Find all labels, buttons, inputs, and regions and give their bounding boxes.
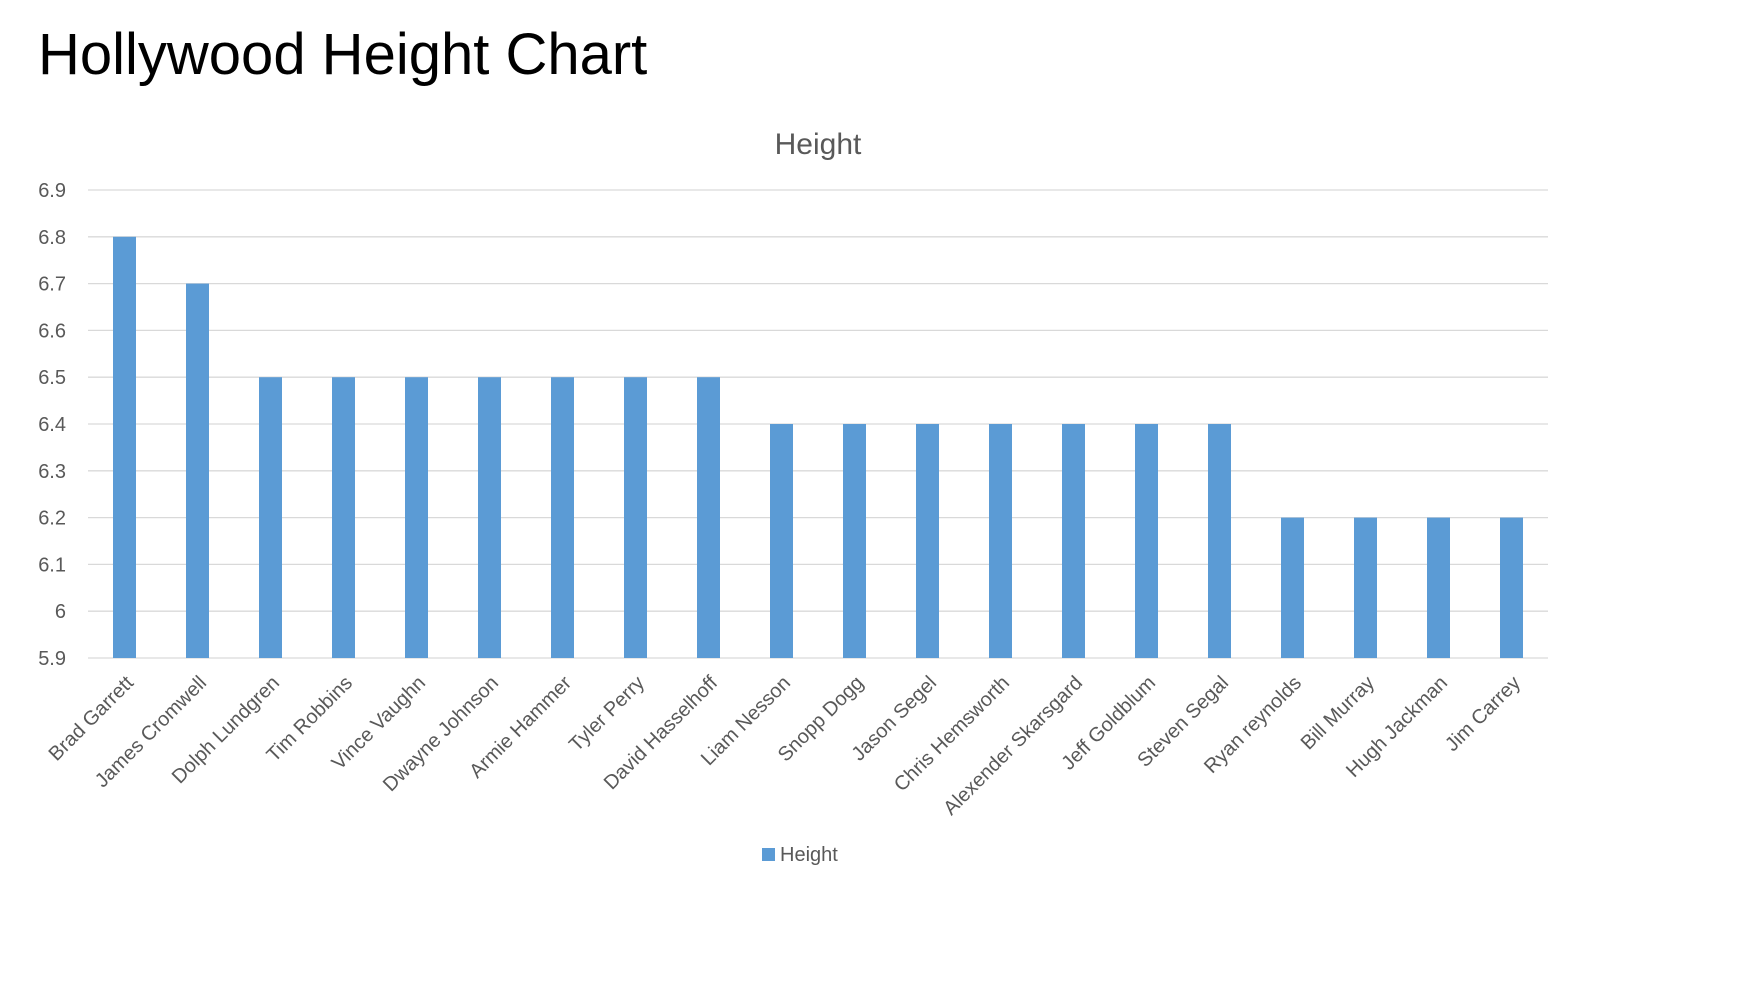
- y-tick-label: 6.1: [38, 554, 66, 576]
- x-tick-label: Alexender Skarsgard: [939, 672, 1087, 820]
- bar: [1500, 517, 1523, 658]
- bar: [1354, 517, 1377, 658]
- page-title: Hollywood Height Chart: [38, 22, 648, 87]
- bar: [989, 424, 1012, 658]
- legend-label: Height: [780, 844, 838, 866]
- y-tick-label: 6.2: [38, 508, 66, 530]
- legend: Height: [762, 844, 838, 866]
- x-tick-label: Jim Carrey: [1441, 672, 1525, 756]
- bar: [113, 236, 136, 659]
- y-tick-label: 6.4: [38, 414, 66, 436]
- bars: [113, 236, 1523, 659]
- bar: [405, 377, 428, 658]
- bar: [1281, 517, 1304, 658]
- bar: [186, 283, 209, 658]
- y-tick-label: 6.5: [38, 367, 66, 389]
- bar: [770, 424, 793, 658]
- gridlines: [88, 189, 1548, 659]
- bar: [332, 377, 355, 658]
- bar: [1427, 517, 1450, 658]
- y-tick-label: 6: [55, 601, 66, 623]
- bar: [478, 377, 501, 658]
- bar: [916, 424, 939, 658]
- y-tick-label: 6.9: [38, 180, 66, 202]
- y-tick-label: 6.7: [38, 274, 66, 296]
- y-tick-label: 6.6: [38, 320, 66, 342]
- bar: [624, 377, 647, 658]
- chart-title: Height: [775, 128, 862, 161]
- bar: [697, 377, 720, 658]
- y-tick-label: 6.8: [38, 227, 66, 249]
- y-axis-ticks: 5.9 6 6.1 6.2 6.3 6.4 6.5 6.6 6.7 6.8 6.9: [38, 180, 66, 670]
- bar: [1135, 424, 1158, 658]
- bar: [1062, 424, 1085, 658]
- bar: [843, 424, 866, 658]
- bar: [551, 377, 574, 658]
- bar: [1208, 424, 1231, 658]
- bar: [259, 377, 282, 658]
- y-tick-label: 6.3: [38, 461, 66, 483]
- y-tick-label: 5.9: [38, 648, 66, 670]
- legend-swatch: [762, 848, 775, 861]
